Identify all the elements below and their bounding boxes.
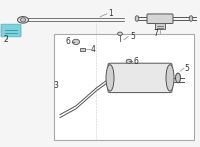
Text: 1: 1: [108, 9, 113, 18]
Circle shape: [126, 59, 132, 63]
Ellipse shape: [135, 16, 139, 21]
Circle shape: [118, 32, 122, 36]
Text: 5: 5: [130, 32, 135, 41]
Text: 6: 6: [133, 57, 138, 66]
Text: 4: 4: [91, 45, 96, 54]
Bar: [54, 34, 194, 140]
Text: 7: 7: [154, 29, 158, 38]
Ellipse shape: [189, 16, 193, 21]
Ellipse shape: [106, 65, 114, 91]
Ellipse shape: [18, 17, 29, 23]
FancyBboxPatch shape: [1, 24, 21, 37]
Bar: [80, 48, 85, 51]
Ellipse shape: [166, 65, 174, 91]
Text: 2: 2: [4, 35, 9, 44]
Text: 6: 6: [66, 37, 71, 46]
Ellipse shape: [21, 18, 26, 22]
Bar: [155, 23, 165, 29]
Text: 3: 3: [54, 81, 58, 90]
Ellipse shape: [176, 73, 181, 83]
FancyBboxPatch shape: [147, 14, 173, 24]
Text: 5: 5: [184, 64, 189, 73]
Circle shape: [72, 39, 80, 45]
FancyBboxPatch shape: [108, 63, 172, 93]
